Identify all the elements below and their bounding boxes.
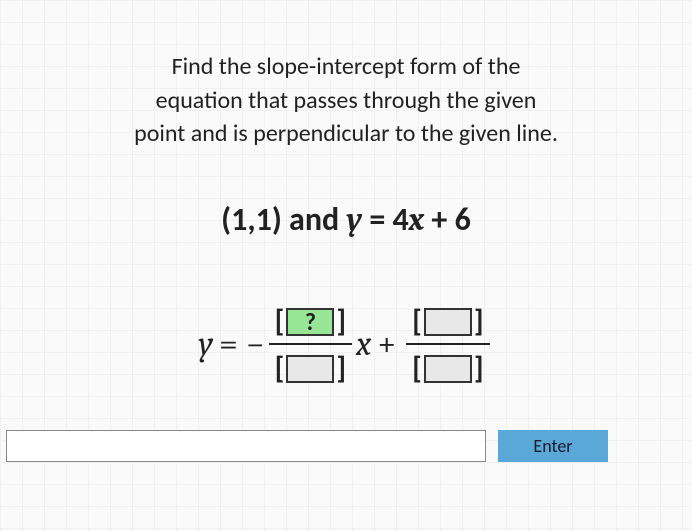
intercept-numerator-blank[interactable] (424, 308, 472, 336)
given-eq: = (362, 200, 392, 239)
question-text: Find the slope-intercept form of the equ… (40, 50, 652, 151)
right-bracket: ] (334, 304, 348, 340)
right-bracket: ] (472, 304, 486, 340)
answer-input[interactable] (6, 430, 486, 462)
right-bracket: ] (472, 351, 486, 387)
right-bracket: ] (334, 351, 348, 387)
given-info: (1,1) and y = 4x + 6 (0, 200, 692, 239)
answer-x: x (356, 324, 371, 364)
given-plus: + (424, 200, 454, 239)
given-and: and (282, 200, 347, 239)
slope-denominator-blank-wrap: [ ] (273, 351, 349, 387)
question-line-2: equation that passes through the given (156, 86, 537, 115)
slope-numerator-blank[interactable] (286, 308, 334, 336)
intercept-fraction: [ ] [ ] (406, 300, 490, 388)
slope-fraction: [ ] [ ] (269, 300, 353, 388)
left-bracket: [ (273, 304, 287, 340)
given-const: 6 (455, 200, 471, 239)
given-coef: 4 (393, 200, 409, 239)
intercept-numerator-blank-wrap: [ ] (410, 304, 486, 340)
fraction-bar (269, 343, 353, 345)
given-x: x (409, 201, 424, 238)
slope-denominator-blank[interactable] (286, 355, 334, 383)
question-line-3: point and is perpendicular to the given … (134, 119, 558, 148)
intercept-denominator-blank[interactable] (424, 355, 472, 383)
answer-plus: + (377, 324, 396, 364)
answer-neg: − (246, 324, 265, 364)
input-row: Enter (6, 430, 608, 462)
answer-equation: y = − [ ] [ ] x + [ ] (0, 300, 692, 388)
left-bracket: [ (410, 351, 424, 387)
left-bracket: [ (273, 351, 287, 387)
question-line-1: Find the slope-intercept form of the (172, 52, 521, 81)
intercept-denominator-blank-wrap: [ ] (410, 351, 486, 387)
left-bracket: [ (410, 304, 424, 340)
enter-button[interactable]: Enter (498, 430, 608, 462)
fraction-bar (406, 343, 490, 345)
given-y: y (346, 201, 362, 238)
given-point: (1,1) (221, 200, 282, 239)
slope-numerator-blank-wrap: [ ] (273, 304, 349, 340)
answer-eq-sign: = (219, 324, 238, 364)
answer-y: y (198, 324, 213, 364)
